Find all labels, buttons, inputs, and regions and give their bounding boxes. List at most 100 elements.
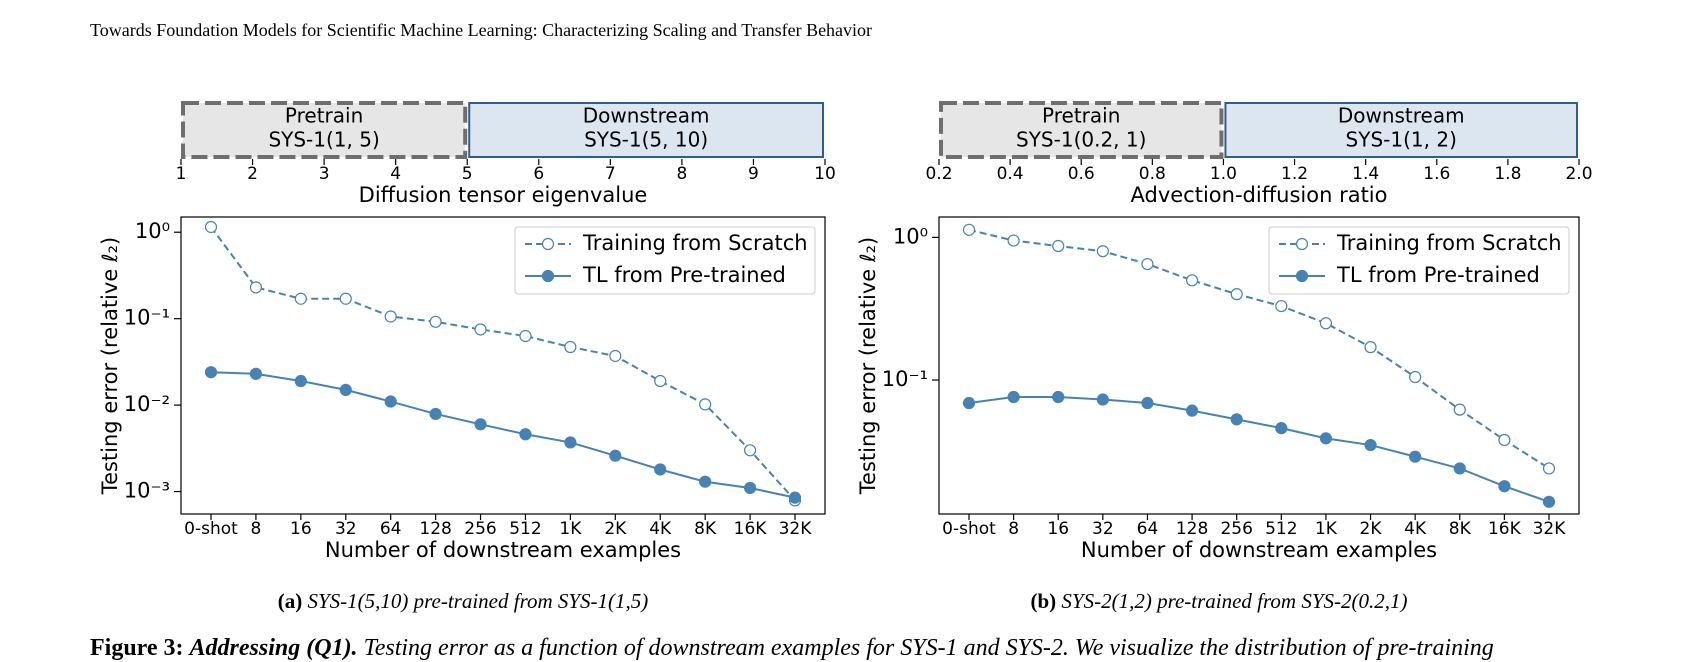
segment-label: Downstream: [583, 104, 710, 128]
range-tick-label: 4: [390, 164, 401, 184]
x-axis-label: Number of downstream examples: [325, 538, 681, 562]
data-point: [1275, 299, 1288, 313]
range-axis-label: Advection-diffusion ratio: [1131, 183, 1388, 207]
x-tick-label: 16: [1047, 519, 1069, 539]
range-segment: [181, 101, 468, 159]
series-line: [968, 228, 1550, 470]
y-tick-label: 10⁻³: [124, 479, 170, 503]
subfigure-text: SYS-2(1,2) pre-trained from SYS-2(0.2,1): [1061, 589, 1407, 613]
range-tick-label: 1.4: [1352, 164, 1379, 184]
segment-range: SYS-1(5, 10): [584, 128, 708, 152]
figure-caption: Figure 3: Addressing (Q1). Testing error…: [90, 635, 1494, 661]
x-tick-label: 0-shot: [184, 519, 238, 539]
data-point: [249, 281, 263, 294]
data-point: [1141, 257, 1154, 271]
range-tick-label: 6: [533, 164, 544, 184]
data-point: [564, 436, 577, 449]
data-point: [1141, 396, 1154, 410]
data-point: [204, 366, 218, 379]
x-tick-label: 4K: [649, 519, 672, 539]
x-tick-label: 1K: [559, 519, 582, 539]
range-tick-label: 9: [748, 164, 759, 184]
segment-label: Downstream: [1338, 104, 1465, 128]
range-tick-label: 0.8: [1139, 164, 1166, 184]
x-tick-label: 16: [290, 519, 312, 539]
range-tick-label: 1.8: [1494, 164, 1521, 184]
data-point: [339, 292, 352, 305]
range-tick-label: 3: [319, 164, 330, 184]
caption-label: Figure 3:: [90, 635, 184, 661]
series-line: [210, 371, 796, 499]
legend-box: [1268, 226, 1570, 295]
data-point: [474, 418, 487, 431]
range-tick-label: 10: [814, 164, 836, 184]
data-point: [249, 367, 263, 380]
data-point: [654, 374, 667, 388]
y-tick-label: 10⁰: [135, 219, 170, 243]
range-tick-label: 1.6: [1423, 164, 1450, 184]
data-point: [204, 220, 218, 234]
range-axis-label: Diffusion tensor eigenvalue: [359, 183, 648, 207]
data-point: [1096, 245, 1109, 258]
data-point: [1409, 370, 1422, 384]
x-tick-label: 32: [1092, 519, 1114, 539]
range-tick-label: 2.0: [1565, 164, 1592, 184]
data-point: [1230, 413, 1243, 426]
subfigure-label: (b): [1030, 589, 1056, 613]
subfigure-label: (a): [278, 589, 303, 613]
legend-label: Training from Scratch: [582, 231, 808, 255]
subfigure-text: SYS-1(5,10) pre-trained from SYS-1(1,5): [307, 589, 648, 613]
data-point: [1007, 234, 1020, 247]
x-tick-label: 2K: [604, 519, 627, 539]
data-point: [609, 349, 622, 363]
data-point: [699, 475, 712, 488]
x-tick-label: 512: [509, 519, 541, 539]
x-tick-label: 8: [251, 519, 262, 539]
data-point: [699, 398, 712, 411]
segment-label: Pretrain: [285, 104, 363, 128]
data-point: [1542, 462, 1556, 475]
data-point: [1453, 403, 1466, 416]
data-point: [1096, 393, 1109, 406]
legend-marker: [1295, 237, 1309, 251]
x-tick-label: 8K: [1449, 519, 1472, 539]
data-point: [429, 315, 442, 328]
range-tick-label: 0.6: [1068, 164, 1095, 184]
legend-marker: [541, 269, 555, 283]
data-point: [1498, 433, 1511, 447]
y-tick-label: 10⁻¹: [882, 367, 928, 391]
legend-box: [514, 226, 816, 295]
x-tick-label: 2K: [1360, 519, 1383, 539]
x-tick-label: 256: [464, 519, 496, 539]
range-tick-label: 1: [176, 164, 187, 184]
data-point: [1007, 390, 1020, 404]
x-axis-label: Number of downstream examples: [1081, 538, 1437, 562]
x-tick-label: 8K: [694, 519, 717, 539]
data-point: [474, 323, 487, 336]
x-tick-label: 64: [380, 519, 402, 539]
running-header: Towards Foundation Models for Scientific…: [90, 20, 872, 40]
range-tick-label: 1.2: [1281, 164, 1308, 184]
data-point: [1498, 480, 1511, 493]
legend-label: Training from Scratch: [1336, 231, 1562, 255]
data-point: [962, 223, 976, 236]
legend-label: TL from Pre-trained: [1336, 263, 1540, 287]
data-point: [1275, 422, 1288, 435]
data-point: [1052, 390, 1065, 404]
data-point: [962, 396, 976, 410]
range-tick-label: 0.2: [925, 164, 952, 184]
x-tick-label: 64: [1137, 519, 1159, 539]
subfigure-caption: (b) SYS-2(1,2) pre-trained from SYS-2(0.…: [1030, 589, 1407, 613]
x-tick-label: 4K: [1404, 519, 1427, 539]
x-tick-label: 128: [419, 519, 451, 539]
data-point: [1364, 438, 1377, 452]
data-point: [654, 463, 667, 476]
subfigure-caption: (a) SYS-1(5,10) pre-trained from SYS-1(1…: [278, 589, 649, 613]
x-tick-label: 512: [1265, 519, 1297, 539]
range-tick-label: 8: [676, 164, 687, 184]
caption-text: Testing error as a function of downstrea…: [364, 635, 1494, 661]
data-point: [1230, 288, 1243, 301]
range-segment: [939, 101, 1224, 159]
